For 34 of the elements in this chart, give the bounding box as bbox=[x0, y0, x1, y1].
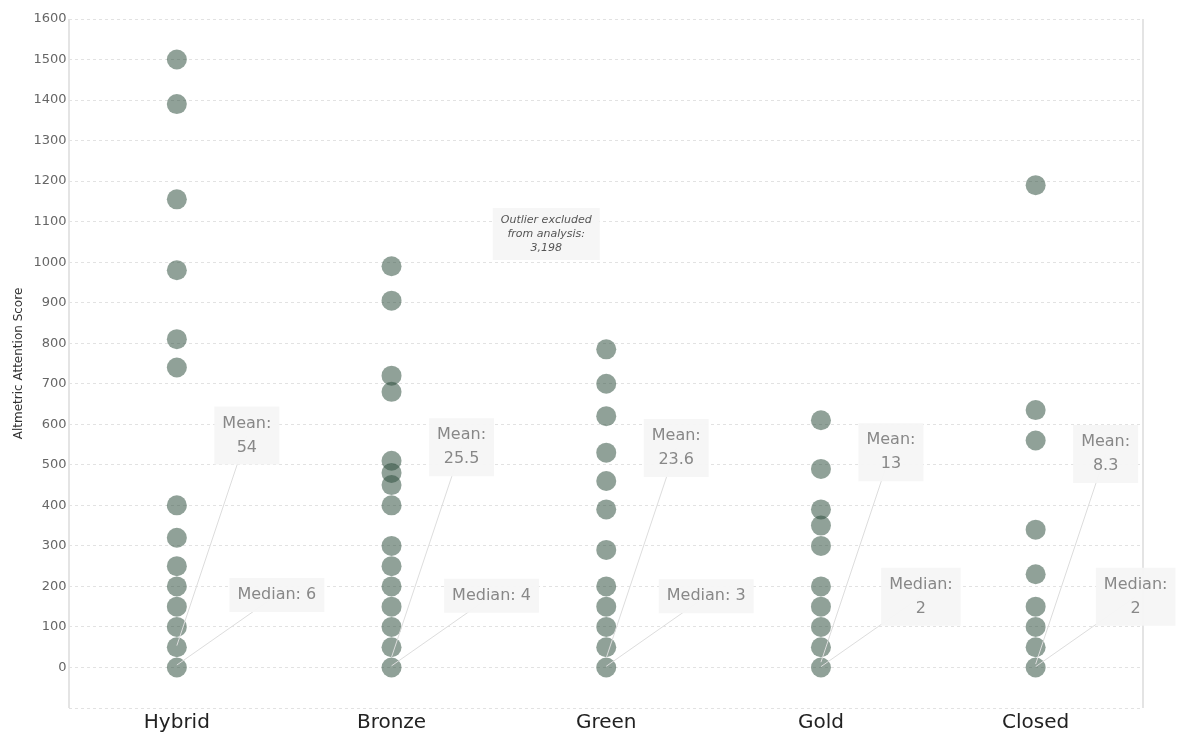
annotation: Mean: 8.3 bbox=[1081, 431, 1131, 475]
annotation: Median: 6 bbox=[237, 584, 317, 604]
y-tick-label: 500 bbox=[41, 456, 67, 472]
annotation: Median: 2 bbox=[889, 573, 953, 617]
y-tick-label: 1400 bbox=[33, 91, 67, 107]
annotation: Median: 3 bbox=[666, 585, 746, 605]
x-tick-label: Green bbox=[575, 709, 637, 734]
y-tick-label: 1500 bbox=[33, 50, 67, 66]
y-tick-label: 700 bbox=[41, 375, 67, 391]
y-tick-label: 200 bbox=[41, 577, 67, 593]
y-tick-label: 800 bbox=[41, 334, 67, 350]
y-tick-label: 400 bbox=[41, 496, 67, 512]
y-tick-label: 300 bbox=[41, 537, 67, 553]
y-tick-label: 0 bbox=[58, 658, 67, 674]
annotation: Median: 2 bbox=[1103, 573, 1168, 617]
annotation: Mean: 25.5 bbox=[437, 424, 487, 468]
x-tick-label: Closed bbox=[1002, 709, 1070, 734]
x-tick-label: Bronze bbox=[356, 709, 427, 734]
y-tick-label: 1300 bbox=[33, 131, 67, 147]
y-tick-label: 1000 bbox=[33, 253, 67, 269]
x-tick-label: Hybrid bbox=[143, 709, 210, 734]
y-tick-label: 1600 bbox=[33, 10, 67, 26]
y-tick-label: 900 bbox=[41, 294, 67, 310]
annotation: Median: 4 bbox=[452, 585, 531, 605]
y-tick-label: 100 bbox=[41, 618, 67, 634]
y-axis-title: Altmetric Attention Score bbox=[11, 287, 26, 440]
y-tick-label: 600 bbox=[41, 415, 67, 431]
y-tick-label: 1200 bbox=[33, 172, 67, 188]
x-tick-label: Gold bbox=[797, 709, 844, 734]
annotation: Outlier excluded from analysis: 3,198 bbox=[500, 212, 593, 254]
annotation: Mean: 23.6 bbox=[651, 425, 701, 469]
annotation: Mean: 54 bbox=[222, 412, 272, 456]
y-tick-label: 1100 bbox=[33, 213, 67, 229]
annotation: Mean: 13 bbox=[866, 429, 916, 473]
